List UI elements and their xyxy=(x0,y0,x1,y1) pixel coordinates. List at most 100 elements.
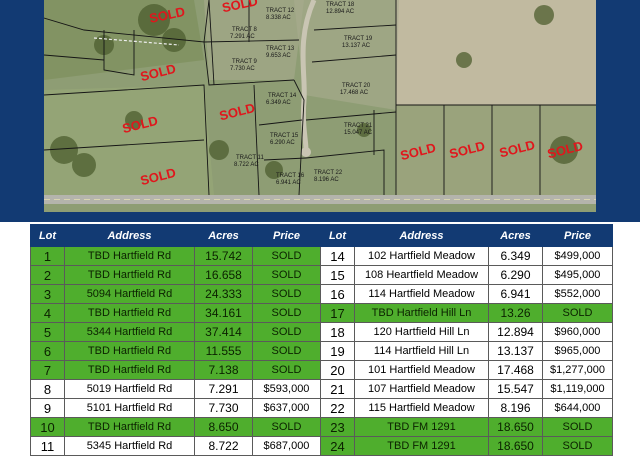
table-header-row: Lot Address Acres Price xyxy=(320,224,613,247)
plat-map-drawing: TRACT 18 12.894 AC TRACT 12 8.338 AC TRA… xyxy=(44,0,596,212)
table-row: 18 120 Hartfield Hill Ln 12.894 $960,000 xyxy=(320,322,613,342)
lot-cell: 20 xyxy=(320,360,355,380)
tract-label: TRACT 12 xyxy=(266,8,295,14)
table-row: 22 115 Hartfield Meadow 8.196 $644,000 xyxy=(320,398,613,418)
lot-cell: 3 xyxy=(30,284,65,304)
acres-cell: 6.290 xyxy=(488,265,543,285)
tract-label: TRACT 16 xyxy=(276,173,305,179)
lot-cell: 24 xyxy=(320,436,355,456)
price-cell: $687,000 xyxy=(252,436,321,456)
acres-cell: 8.650 xyxy=(194,417,253,437)
address-cell: 102 Hartfield Meadow xyxy=(354,246,489,266)
table-row: 15 108 Heartfield Meadow 6.290 $495,000 xyxy=(320,265,613,285)
price-cell: SOLD xyxy=(252,360,321,380)
address-cell: 114 Hartfield Meadow xyxy=(354,284,489,304)
lot-cell: 7 xyxy=(30,360,65,380)
address-cell: 5101 Hartfield Rd xyxy=(64,398,195,418)
acres-cell: 12.894 xyxy=(488,322,543,342)
address-cell: TBD Hartfield Rd xyxy=(64,341,195,361)
price-cell: $960,000 xyxy=(542,322,613,342)
lot-column-header: Lot xyxy=(320,224,355,247)
lot-cell: 6 xyxy=(30,341,65,361)
lots-table-left: Lot Address Acres Price 1 TBD Hartfield R… xyxy=(30,224,321,456)
price-cell: $644,000 xyxy=(542,398,613,418)
tract-acres: 12.894 AC xyxy=(326,9,355,15)
lot-cell: 18 xyxy=(320,322,355,342)
lots-table-right: Lot Address Acres Price 14 102 Hartfield … xyxy=(320,224,613,456)
table-row: 19 114 Hartfield Hill Ln 13.137 $965,000 xyxy=(320,341,613,361)
sold-stamp: SOLD xyxy=(148,4,186,26)
table-row: 1 TBD Hartfield Rd 15.742 SOLD xyxy=(30,246,321,266)
plat-map-frame: TRACT 18 12.894 AC TRACT 12 8.338 AC TRA… xyxy=(0,0,640,222)
price-column-header: Price xyxy=(252,224,321,247)
acres-cell: 7.730 xyxy=(194,398,253,418)
address-cell: TBD Hartfield Rd xyxy=(64,417,195,437)
tract-acres: 8.722 AC xyxy=(234,162,259,168)
table-row: 11 5345 Hartfield Rd 8.722 $687,000 xyxy=(30,436,321,456)
address-cell: TBD Hartfield Rd xyxy=(64,265,195,285)
tract-label: TRACT 20 xyxy=(342,83,371,89)
table-row: 3 5094 Hartfield Rd 24.333 SOLD xyxy=(30,284,321,304)
price-cell: $1,277,000 xyxy=(542,360,613,380)
tract-acres: 15.047 AC xyxy=(344,130,373,136)
address-column-header: Address xyxy=(64,224,195,247)
lot-cell: 10 xyxy=(30,417,65,437)
tract-label: TRACT 22 xyxy=(314,170,343,176)
lot-cell: 2 xyxy=(30,265,65,285)
table-row: 16 114 Hartfield Meadow 6.941 $552,000 xyxy=(320,284,613,304)
tract-label: TRACT 19 xyxy=(344,36,373,42)
address-cell: 107 Hartfield Meadow xyxy=(354,379,489,399)
lot-cell: 8 xyxy=(30,379,65,399)
acres-cell: 7.291 xyxy=(194,379,253,399)
price-cell: SOLD xyxy=(252,417,321,437)
price-cell: $1,119,000 xyxy=(542,379,613,399)
acres-cell: 11.555 xyxy=(194,341,253,361)
address-cell: 115 Hartfield Meadow xyxy=(354,398,489,418)
acres-column-header: Acres xyxy=(194,224,253,247)
table-row: 8 5019 Hartfield Rd 7.291 $593,000 xyxy=(30,379,321,399)
acres-cell: 13.137 xyxy=(488,341,543,361)
tract-label: TRACT 8 xyxy=(232,27,258,33)
address-cell: TBD Hartfield Hill Ln xyxy=(354,303,489,323)
tract-acres: 7.291 AC xyxy=(230,34,255,40)
tract-acres: 6.290 AC xyxy=(270,140,295,146)
price-cell: SOLD xyxy=(252,341,321,361)
table-row: 24 TBD FM 1291 18.650 SOLD xyxy=(320,436,613,456)
price-cell: $499,000 xyxy=(542,246,613,266)
price-cell: $552,000 xyxy=(542,284,613,304)
tract-label: TRACT 11 xyxy=(236,155,264,161)
acres-cell: 16.658 xyxy=(194,265,253,285)
table-header-row: Lot Address Acres Price xyxy=(30,224,321,247)
table-row: 5 5344 Hartfield Rd 37.414 SOLD xyxy=(30,322,321,342)
address-cell: TBD Hartfield Rd xyxy=(64,360,195,380)
address-cell: 5094 Hartfield Rd xyxy=(64,284,195,304)
tract-label: TRACT 15 xyxy=(270,133,299,139)
address-cell: TBD FM 1291 xyxy=(354,417,489,437)
address-cell: TBD Hartfield Rd xyxy=(64,303,195,323)
aerial-plat-map: TRACT 18 12.894 AC TRACT 12 8.338 AC TRA… xyxy=(44,0,596,212)
table-row: 10 TBD Hartfield Rd 8.650 SOLD xyxy=(30,417,321,437)
address-cell: 5019 Hartfield Rd xyxy=(64,379,195,399)
hartfield-meadow-road xyxy=(300,0,317,151)
acres-cell: 15.742 xyxy=(194,246,253,266)
lot-cell: 9 xyxy=(30,398,65,418)
acres-cell: 37.414 xyxy=(194,322,253,342)
lot-cell: 4 xyxy=(30,303,65,323)
price-cell: $637,000 xyxy=(252,398,321,418)
lot-cell: 15 xyxy=(320,265,355,285)
lot-cell: 22 xyxy=(320,398,355,418)
lots-table-left-body: 1 TBD Hartfield Rd 15.742 SOLD 2 TBD Hartfiel… xyxy=(30,246,321,456)
tract-label: TRACT 14 xyxy=(268,93,297,99)
price-column-header: Price xyxy=(542,224,613,247)
price-cell: SOLD xyxy=(252,265,321,285)
lot-cell: 23 xyxy=(320,417,355,437)
acres-cell: 13.26 xyxy=(488,303,543,323)
lot-cell: 19 xyxy=(320,341,355,361)
table-row: 23 TBD FM 1291 18.650 SOLD xyxy=(320,417,613,437)
acres-cell: 34.161 xyxy=(194,303,253,323)
table-row: 17 TBD Hartfield Hill Ln 13.26 SOLD xyxy=(320,303,613,323)
tract-acres: 6.349 AC xyxy=(266,100,291,106)
acres-cell: 17.468 xyxy=(488,360,543,380)
acres-cell: 18.650 xyxy=(488,417,543,437)
tract-acres: 8.196 AC xyxy=(314,177,339,183)
